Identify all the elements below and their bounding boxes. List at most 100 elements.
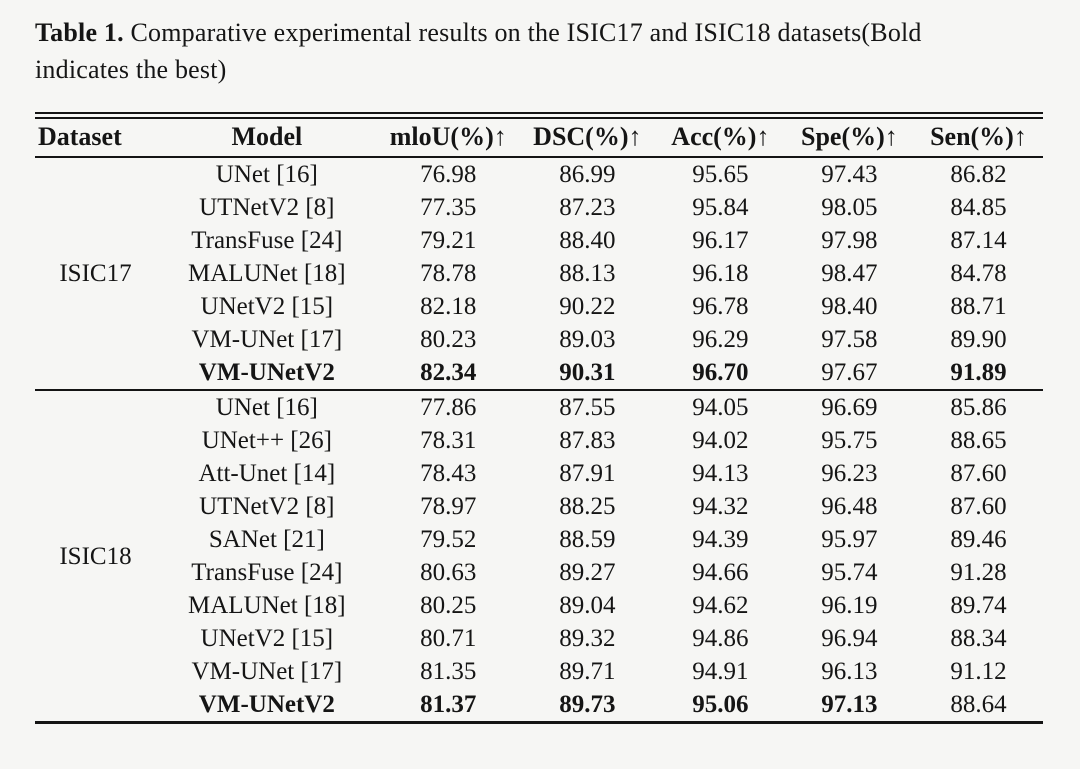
value-cell: 95.97 (821, 526, 878, 553)
value-cell: 80.63 (420, 559, 477, 586)
value-cell: 96.48 (821, 493, 878, 520)
model-cell: MALUNet [18] (188, 260, 346, 287)
table-row: UTNetV2 [8] 77.35 87.23 95.84 98.05 84.85 (35, 191, 1043, 224)
table-row: ISIC18 UNet [16] 77.86 87.55 94.05 96.69 85.86 (35, 390, 1043, 570)
value-cell: 79.52 (420, 526, 477, 553)
caption-text-line2: indicates the best) (35, 55, 227, 84)
value-cell: 87.60 (950, 493, 1007, 520)
model-cell: VM-UNetV2 (198, 691, 335, 718)
value-cell: 80.23 (420, 326, 477, 353)
value-cell: 87.23 (559, 194, 616, 221)
value-cell: 81.37 (420, 691, 477, 718)
column-header-metric-4: Spe(%)↑ (801, 122, 898, 151)
model-cell: SANet [21] (208, 526, 325, 553)
value-cell: 78.97 (420, 493, 477, 520)
model-cell: UTNetV2 [8] (199, 194, 335, 221)
value-cell: 90.22 (559, 293, 616, 320)
value-cell: 91.89 (950, 359, 1007, 386)
value-cell: 89.27 (559, 559, 616, 586)
results-table: Dataset Model mloU(%)↑ DSC(%)↑ Acc(%)↑ Spe(%)… (35, 112, 1043, 724)
value-cell: 97.13 (821, 691, 878, 718)
value-cell: 89.46 (950, 526, 1007, 553)
model-cell: TransFuse [24] (191, 559, 343, 586)
value-cell: 94.86 (692, 625, 749, 652)
caption-text-line1: Comparative experimental results on the … (130, 18, 922, 47)
value-cell: 84.85 (950, 194, 1007, 221)
value-cell: 97.58 (821, 326, 878, 353)
value-cell: 94.39 (692, 526, 749, 553)
value-cell: 77.35 (420, 194, 477, 221)
value-cell: 90.31 (559, 359, 616, 386)
table-row: Att-Unet [14] 78.43 87.91 94.13 96.23 87.60 (35, 457, 1043, 490)
value-cell: 78.78 (420, 260, 477, 287)
value-cell: 84.78 (950, 260, 1007, 287)
value-cell: 88.64 (950, 691, 1007, 718)
value-cell: 76.98 (420, 161, 477, 188)
value-cell: 86.99 (559, 161, 616, 188)
value-cell: 95.06 (692, 691, 749, 718)
table-row: UNetV2 [15] 82.18 90.22 96.78 98.40 88.71 (35, 290, 1043, 323)
value-cell: 94.05 (692, 394, 749, 421)
table-row: VM-UNet [17] 81.35 89.71 94.91 96.13 91.12 (35, 655, 1043, 688)
value-cell: 95.84 (692, 194, 749, 221)
table-row: SANet [21] 79.52 88.59 94.39 95.97 89.46 (35, 523, 1043, 556)
value-cell: 85.86 (950, 394, 1007, 421)
value-cell: 87.14 (950, 227, 1007, 254)
value-cell: 80.25 (420, 592, 477, 619)
value-cell: 89.04 (559, 592, 616, 619)
value-cell: 96.18 (692, 260, 749, 287)
value-cell: 82.34 (420, 359, 477, 386)
dataset-cell: ISIC18 (59, 542, 132, 570)
column-header-metric-3: Acc(%)↑ (671, 122, 770, 151)
value-cell: 87.60 (950, 460, 1007, 487)
column-header-dataset: Dataset (38, 122, 122, 151)
value-cell: 96.94 (821, 625, 878, 652)
model-cell: Att-Unet [14] (198, 460, 336, 487)
value-cell: 96.29 (692, 326, 749, 353)
value-cell: 98.47 (821, 260, 878, 287)
table-row: MALUNet [18] 80.25 89.04 94.62 96.19 89.74 (35, 589, 1043, 622)
value-cell: 77.86 (420, 394, 477, 421)
model-cell: VM-UNetV2 (198, 359, 335, 386)
value-cell: 94.13 (692, 460, 749, 487)
table-header: Dataset Model mloU(%)↑ DSC(%)↑ Acc(%)↑ Spe(%)… (35, 116, 1043, 157)
value-cell: 98.40 (821, 293, 878, 320)
value-cell: 97.98 (821, 227, 878, 254)
caption-label: Table 1. (35, 18, 124, 47)
model-cell: TransFuse [24] (191, 227, 343, 254)
value-cell: 97.43 (821, 161, 878, 188)
model-cell: UTNetV2 [8] (199, 493, 335, 520)
value-cell: 96.17 (692, 227, 749, 254)
value-cell: 88.34 (950, 625, 1007, 652)
model-cell: MALUNet [18] (188, 592, 346, 619)
value-cell: 80.71 (420, 625, 477, 652)
value-cell: 89.03 (559, 326, 616, 353)
value-cell: 89.71 (559, 658, 616, 685)
value-cell: 95.74 (821, 559, 878, 586)
value-cell: 96.13 (821, 658, 878, 685)
table-row: UNetV2 [15] 80.71 89.32 94.86 96.94 88.34 (35, 622, 1043, 655)
value-cell: 88.25 (559, 493, 616, 520)
value-cell: 96.78 (692, 293, 749, 320)
value-cell: 88.71 (950, 293, 1007, 320)
value-cell: 89.32 (559, 625, 616, 652)
value-cell: 94.66 (692, 559, 749, 586)
header-row: Dataset Model mloU(%)↑ DSC(%)↑ Acc(%)↑ Spe(%)… (35, 116, 1043, 157)
value-cell: 88.65 (950, 427, 1007, 454)
value-cell: 97.67 (821, 359, 878, 386)
paper-page: Table 1. Comparative experimental result… (0, 14, 1080, 724)
value-cell: 79.21 (420, 227, 477, 254)
value-cell: 89.73 (559, 691, 616, 718)
value-cell: 94.62 (692, 592, 749, 619)
table-row: MALUNet [18] 78.78 88.13 96.18 98.47 84.78 (35, 257, 1043, 290)
dataset-cell: ISIC17 (59, 260, 132, 287)
value-cell: 94.91 (692, 658, 749, 685)
model-cell: UNet [16] (215, 161, 318, 188)
value-cell: 94.02 (692, 427, 749, 454)
value-cell: 88.40 (559, 227, 616, 254)
table-row: VM-UNetV2 82.34 90.31 96.70 97.67 91.89 (35, 356, 1043, 390)
table-row: UTNetV2 [8] 78.97 88.25 94.32 96.48 87.60 (35, 490, 1043, 523)
table-row: ISIC17 UNet [16] 76.98 86.99 95.65 97.43 86.82 (35, 157, 1043, 287)
value-cell: 96.70 (692, 359, 749, 386)
value-cell: 96.23 (821, 460, 878, 487)
